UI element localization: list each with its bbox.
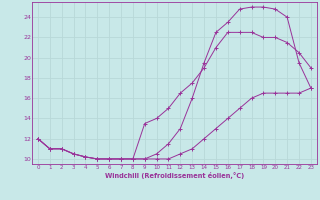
X-axis label: Windchill (Refroidissement éolien,°C): Windchill (Refroidissement éolien,°C): [105, 172, 244, 179]
